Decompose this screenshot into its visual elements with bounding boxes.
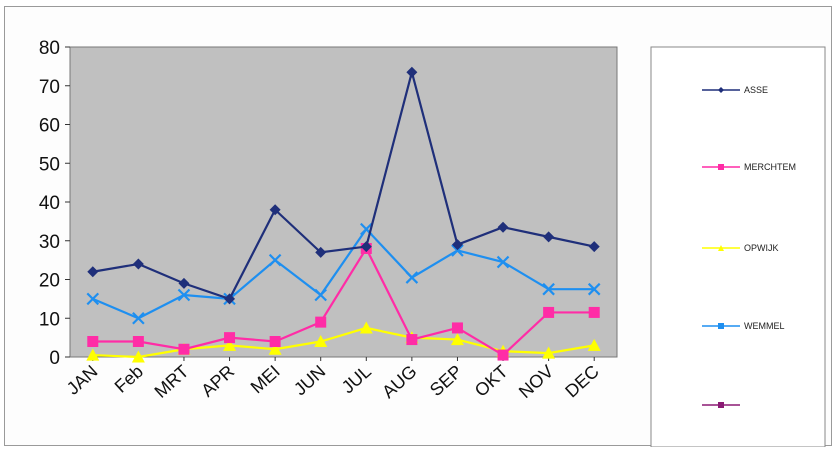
series-line-opwijk: [92, 326, 595, 359]
y-tick-label: 0: [49, 348, 60, 369]
data-point-asse-apr: [224, 293, 236, 305]
x-tick-label-feb: Feb: [111, 361, 147, 397]
legend-entry-unnamed: [702, 402, 740, 408]
series-line-wemmel: [92, 227, 595, 320]
data-point-asse-jul: [360, 241, 372, 253]
y-tick-label: 10: [39, 309, 60, 330]
series-line-merchtem: [92, 246, 595, 357]
y-tick-label: 60: [39, 116, 60, 137]
legend-entry-opwijk: OPWIJK: [702, 243, 779, 253]
data-point-opwijk-sep: [450, 333, 464, 346]
data-point-wemmel-jun: [314, 288, 327, 302]
data-point-asse-nov: [543, 231, 555, 243]
y-tick-label: 40: [39, 193, 60, 214]
line-chart: 0 10 20 30 40 50 60 70 80 JAN Feb MRT APR MEI JUN JUL AU…: [39, 38, 826, 447]
x-tick-label-mrt: MRT: [151, 361, 193, 402]
legend-marker: [718, 87, 724, 93]
data-point-merchtem-sep: [451, 322, 463, 334]
data-point-merchtem-nov: [543, 306, 555, 318]
legend-marker: [718, 164, 724, 170]
data-point-merchtem-dec: [588, 306, 600, 318]
data-point-opwijk-dec: [587, 338, 601, 351]
data-point-merchtem-jan: [87, 336, 99, 347]
x-tick-label-jan: JAN: [63, 361, 102, 399]
data-point-opwijk-jul: [359, 321, 373, 334]
plot-area: [69, 46, 618, 358]
data-point-asse-aug: [406, 66, 418, 78]
chart-frame: 0 10 20 30 40 50 60 70 80 JAN Feb MRT APR MEI JUN JUL AU…: [4, 6, 832, 447]
y-tick-label: 50: [39, 154, 60, 175]
data-point-asse-jun: [315, 246, 327, 258]
data-point-wemmel-sep: [451, 244, 464, 257]
data-point-asse-dec: [588, 241, 600, 253]
legend-label: MERCHTEM: [744, 162, 796, 172]
data-point-wemmel-dec: [587, 282, 601, 296]
series-asse: [87, 66, 600, 305]
data-point-merchtem-mrt: [178, 343, 190, 355]
series-wemmel: [86, 222, 601, 325]
data-point-opwijk-jan: [86, 348, 100, 361]
data-point-opwijk-mei: [268, 342, 282, 355]
data-point-wemmel-feb: [132, 311, 145, 325]
data-point-wemmel-jan: [86, 292, 100, 306]
data-point-merchtem-mei: [269, 336, 281, 347]
y-tick-label: 30: [39, 232, 60, 253]
y-tick-label: 70: [39, 77, 60, 98]
legend-label: ASSE: [744, 85, 768, 95]
x-tick-label-aug: AUG: [378, 361, 420, 402]
data-point-merchtem-jun: [315, 316, 327, 328]
data-point-wemmel-okt: [496, 255, 510, 269]
data-point-wemmel-mei: [268, 253, 282, 267]
y-tick-label: 80: [39, 38, 60, 59]
legend-entry-wemmel: WEMMEL: [702, 321, 785, 331]
data-point-merchtem-aug: [406, 334, 418, 346]
data-point-opwijk-feb: [131, 350, 145, 363]
legend-entry-merchtem: MERCHTEM: [702, 162, 796, 172]
data-point-asse-mrt: [178, 277, 190, 289]
data-point-asse-okt: [497, 221, 509, 233]
x-tick-label-dec: DEC: [561, 361, 603, 401]
data-point-asse-feb: [132, 258, 144, 270]
series-merchtem: [87, 243, 600, 361]
data-point-merchtem-okt: [497, 349, 509, 361]
legend-entry-asse: ASSE: [702, 85, 768, 95]
legend-marker: [718, 402, 724, 408]
x-tick-label-jul: JUL: [338, 361, 375, 397]
data-point-asse-sep: [451, 239, 463, 251]
data-point-opwijk-nov: [542, 346, 556, 359]
data-point-wemmel-aug: [405, 271, 419, 284]
x-tick-label-okt: OKT: [471, 361, 512, 401]
data-point-opwijk-apr: [223, 338, 237, 351]
data-point-merchtem-feb: [132, 336, 144, 347]
legend-marker: [718, 245, 724, 251]
legend-marker: [718, 323, 724, 329]
data-point-merchtem-apr: [224, 332, 236, 344]
x-tick-label-nov: NOV: [515, 361, 557, 402]
x-tick-label-sep: SEP: [426, 361, 466, 400]
data-point-asse-jan: [87, 266, 99, 278]
y-tick-label: 20: [39, 271, 60, 292]
x-tick-label-mei: MEI: [247, 361, 284, 397]
data-point-wemmel-nov: [542, 282, 555, 296]
data-point-opwijk-jun: [314, 335, 328, 347]
legend-label: OPWIJK: [744, 243, 779, 253]
x-tick-label-jun: JUN: [290, 361, 329, 399]
legend-box: [650, 46, 826, 447]
legend-label: WEMMEL: [744, 321, 785, 331]
x-tick-label-apr: APR: [197, 361, 238, 401]
data-point-asse-mei: [269, 204, 281, 216]
series-line-asse: [92, 67, 595, 301]
data-point-wemmel-mrt: [177, 288, 191, 302]
